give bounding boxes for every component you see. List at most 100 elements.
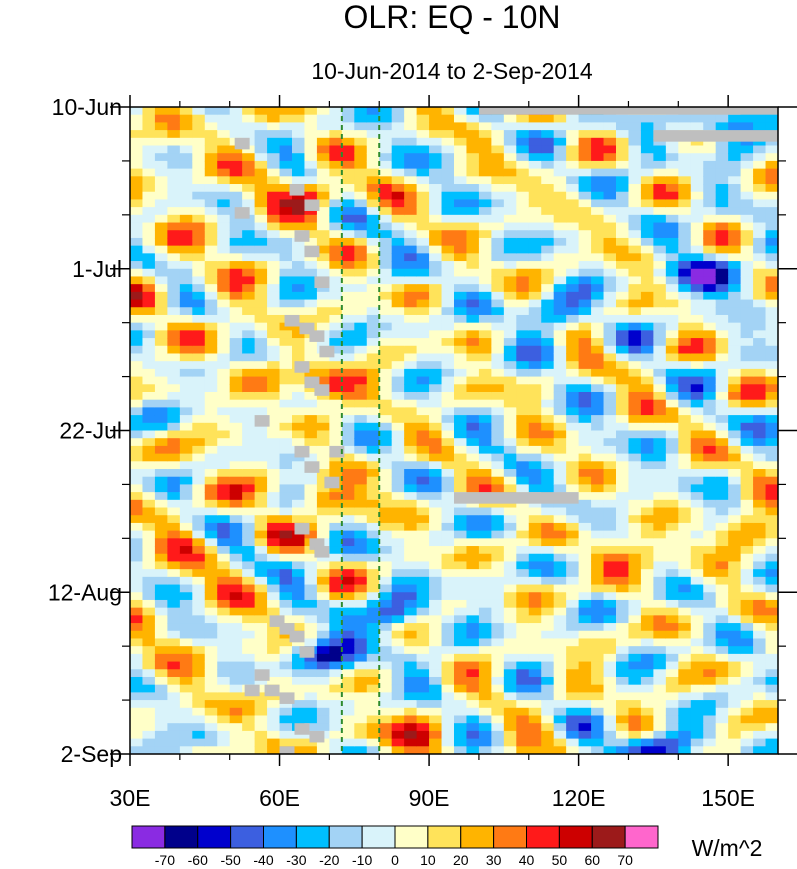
heatmap-cell bbox=[441, 330, 455, 339]
heatmap-cell bbox=[267, 314, 281, 324]
heatmap-cell bbox=[478, 584, 492, 593]
heatmap-cell bbox=[142, 653, 156, 663]
heatmap-cell bbox=[653, 137, 667, 147]
heatmap-cell bbox=[142, 638, 156, 647]
heatmap-cell bbox=[753, 553, 767, 563]
heatmap-cell bbox=[715, 353, 729, 362]
heatmap-cell bbox=[753, 630, 767, 640]
heatmap-cell bbox=[690, 692, 704, 701]
heatmap-cell bbox=[242, 653, 256, 663]
heatmap-cell bbox=[690, 715, 704, 724]
heatmap-cell bbox=[366, 199, 380, 208]
heatmap-cell bbox=[466, 461, 480, 470]
heatmap-cell bbox=[167, 122, 181, 131]
heatmap-cell bbox=[628, 715, 642, 724]
heatmap-cell bbox=[379, 376, 393, 385]
heatmap-cell bbox=[366, 607, 380, 616]
heatmap-cell bbox=[503, 391, 517, 401]
heatmap-cell bbox=[753, 415, 767, 424]
heatmap-cell bbox=[553, 653, 567, 663]
heatmap-cell bbox=[416, 738, 430, 747]
heatmap-cell bbox=[665, 237, 679, 247]
heatmap-cell bbox=[217, 576, 231, 586]
heatmap-cell bbox=[217, 684, 231, 693]
heatmap-cell bbox=[391, 561, 405, 570]
heatmap-cell bbox=[229, 569, 243, 578]
heatmap-cell bbox=[491, 700, 505, 709]
heatmap-cell bbox=[441, 546, 455, 555]
heatmap-cell bbox=[429, 176, 443, 185]
heatmap-cell bbox=[142, 391, 156, 401]
heatmap-cell bbox=[204, 214, 218, 224]
heatmap-cell bbox=[740, 137, 754, 147]
heatmap-cell bbox=[217, 730, 231, 740]
heatmap-cell bbox=[578, 607, 592, 616]
heatmap-cell bbox=[179, 422, 193, 432]
heatmap-cell bbox=[429, 145, 443, 154]
heatmap-cell bbox=[703, 114, 717, 123]
heatmap-cell bbox=[715, 114, 729, 123]
heatmap-cell bbox=[267, 253, 281, 262]
heatmap-cell bbox=[429, 191, 443, 201]
heatmap-cell bbox=[740, 368, 754, 378]
heatmap-cell bbox=[429, 137, 443, 147]
heatmap-cell bbox=[578, 368, 592, 378]
heatmap-cell bbox=[653, 584, 667, 593]
heatmap-cell bbox=[478, 476, 492, 486]
heatmap-cell bbox=[603, 469, 617, 478]
heatmap-cell bbox=[528, 538, 542, 547]
heatmap-cell bbox=[665, 445, 679, 455]
heatmap-cell bbox=[429, 507, 443, 516]
heatmap-cell bbox=[329, 345, 343, 355]
heatmap-cell bbox=[566, 330, 580, 339]
heatmap-cell bbox=[466, 584, 480, 593]
heatmap-cell bbox=[728, 630, 742, 640]
heatmap-cell bbox=[329, 184, 343, 193]
heatmap-cell bbox=[416, 576, 430, 586]
heatmap-cell bbox=[690, 746, 704, 754]
heatmap-cell bbox=[179, 261, 193, 270]
heatmap-cell bbox=[179, 445, 193, 455]
heatmap-cell bbox=[354, 122, 368, 131]
heatmap-cell bbox=[130, 222, 144, 231]
heatmap-cell bbox=[466, 723, 480, 732]
heatmap-cell bbox=[217, 261, 231, 270]
heatmap-cell bbox=[404, 407, 418, 416]
heatmap-cell bbox=[503, 322, 517, 331]
heatmap-cell bbox=[665, 399, 679, 408]
heatmap-cell bbox=[142, 368, 156, 378]
heatmap-cell bbox=[516, 746, 530, 754]
heatmap-cell bbox=[167, 199, 181, 208]
heatmap-cell bbox=[192, 130, 206, 139]
heatmap-cell bbox=[628, 361, 642, 370]
heatmap-cell bbox=[628, 707, 642, 717]
heatmap-cell bbox=[217, 538, 231, 547]
heatmap-cell bbox=[304, 499, 318, 509]
heatmap-cell bbox=[192, 584, 206, 593]
heatmap-cell bbox=[715, 345, 729, 355]
heatmap-cell bbox=[279, 207, 293, 216]
heatmap-cell bbox=[491, 445, 505, 455]
heatmap-cell bbox=[753, 237, 767, 247]
heatmap-cell bbox=[578, 338, 592, 347]
heatmap-cell bbox=[715, 623, 729, 632]
heatmap-cell bbox=[578, 453, 592, 462]
heatmap-cell bbox=[628, 191, 642, 201]
heatmap-cell bbox=[341, 199, 355, 208]
heatmap-cell bbox=[204, 137, 218, 147]
heatmap-cell bbox=[204, 422, 218, 432]
heatmap-cell bbox=[142, 330, 156, 339]
heatmap-cell bbox=[678, 530, 692, 539]
heatmap-cell bbox=[541, 130, 555, 139]
heatmap-cell bbox=[690, 299, 704, 308]
heatmap-cell bbox=[254, 207, 268, 216]
heatmap-cell bbox=[578, 584, 592, 593]
heatmap-cell bbox=[678, 469, 692, 478]
heatmap-cell bbox=[566, 599, 580, 609]
heatmap-cell bbox=[130, 268, 144, 278]
heatmap-cell bbox=[416, 676, 430, 686]
heatmap-cell bbox=[578, 130, 592, 139]
heatmap-cell bbox=[466, 507, 480, 516]
heatmap-cell bbox=[130, 353, 144, 362]
heatmap-cell bbox=[728, 291, 742, 301]
